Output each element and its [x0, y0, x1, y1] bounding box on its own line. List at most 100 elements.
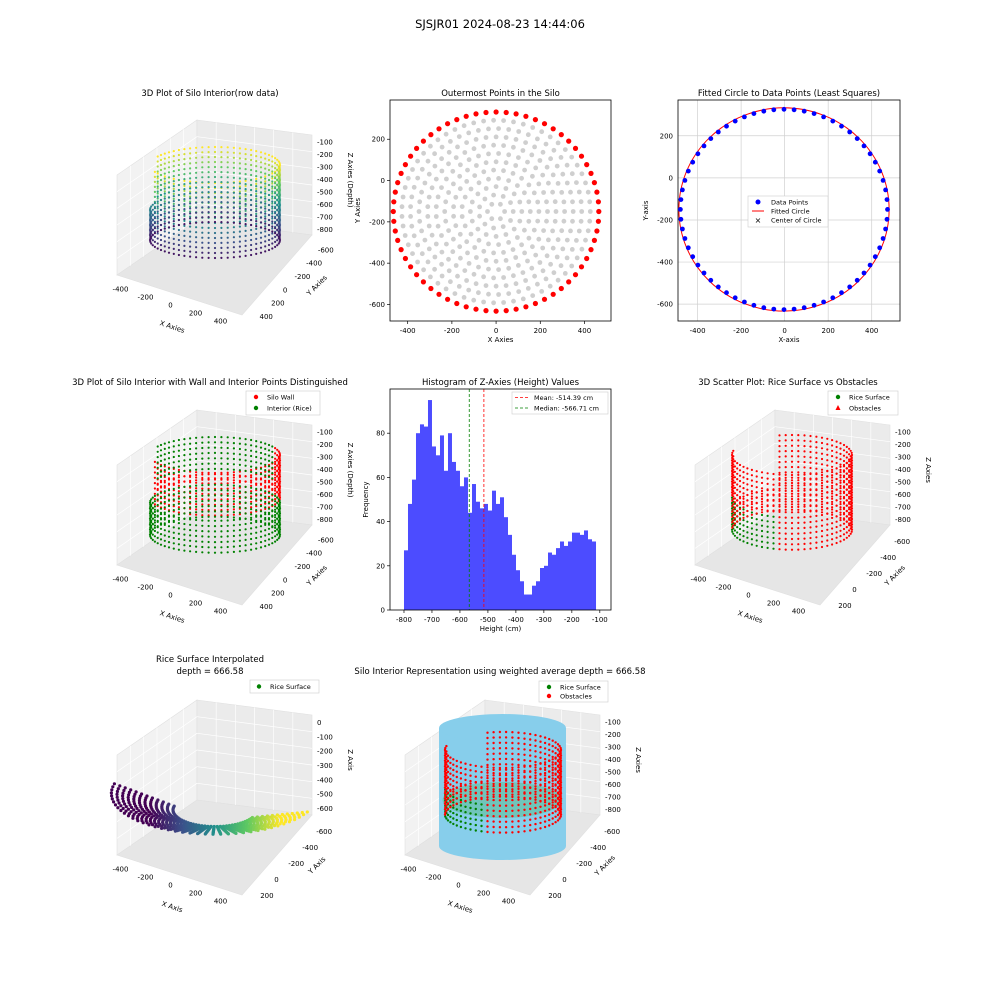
data-point — [183, 219, 186, 222]
data-point — [277, 165, 280, 168]
data-point — [554, 746, 557, 749]
data-point — [255, 503, 258, 506]
data-point — [201, 473, 204, 476]
y-tick-label: -200 — [288, 860, 304, 868]
data-point — [831, 481, 834, 484]
z-tick-label: -600 — [605, 781, 621, 789]
data-point — [278, 188, 282, 192]
data-point — [259, 441, 263, 444]
interior-point — [513, 281, 519, 287]
histogram-bar — [403, 550, 408, 610]
data-point — [839, 452, 842, 455]
data-point — [820, 487, 824, 490]
data-point — [529, 776, 532, 779]
data-point — [274, 473, 277, 476]
data-point — [207, 441, 210, 444]
data-point — [259, 166, 263, 169]
data-point — [474, 775, 477, 778]
data-point — [159, 238, 163, 242]
interior-point — [462, 194, 468, 200]
surface-point — [121, 791, 125, 795]
data-point — [244, 454, 247, 457]
data-point — [523, 775, 526, 778]
data-point — [201, 246, 204, 249]
interior-point — [543, 141, 549, 147]
data-point — [213, 145, 217, 149]
data-point — [750, 495, 754, 498]
data-point — [835, 520, 838, 523]
data-point — [835, 456, 838, 459]
data-point — [213, 446, 217, 449]
data-point — [486, 776, 489, 780]
data-point — [452, 768, 455, 772]
histogram-bar — [488, 510, 492, 610]
interior-point — [455, 273, 460, 279]
data-point — [163, 479, 166, 482]
interior-point — [439, 144, 445, 150]
data-point — [790, 548, 794, 551]
interior-point — [472, 173, 478, 179]
data-point — [276, 480, 279, 483]
data-point — [826, 528, 829, 531]
data-point — [548, 754, 551, 757]
data-point — [839, 447, 842, 450]
data-point — [183, 223, 186, 226]
interior-point — [459, 214, 465, 219]
data-point — [848, 479, 851, 482]
y-tick-label: 0 — [283, 286, 287, 294]
data-point — [250, 486, 253, 489]
interior-point — [469, 199, 475, 205]
data-point — [784, 444, 787, 447]
y-tick-label: 400 — [260, 603, 273, 611]
data-point — [746, 520, 749, 523]
data-point — [820, 441, 824, 445]
data-point — [159, 188, 163, 192]
data-point — [551, 785, 554, 788]
data-point — [189, 463, 192, 466]
data-point — [177, 474, 180, 477]
data-point — [167, 251, 171, 254]
data-point — [558, 817, 561, 820]
data-point — [278, 198, 282, 202]
data-point — [213, 478, 217, 481]
data-point — [207, 462, 210, 465]
data-point — [760, 545, 764, 549]
data-point — [831, 500, 834, 503]
histogram-bar — [524, 594, 528, 610]
data-point — [244, 528, 247, 531]
y-tick-label: 200 — [260, 892, 273, 900]
data-point — [238, 463, 241, 466]
data-point — [464, 816, 467, 819]
data-point — [778, 450, 781, 453]
data-point — [695, 151, 701, 157]
data-point — [736, 515, 739, 518]
data-point — [459, 809, 463, 812]
data-point — [803, 493, 806, 496]
data-point — [177, 238, 180, 242]
data-point — [492, 758, 495, 761]
data-point — [701, 143, 707, 149]
x-tick-label: -600 — [452, 616, 468, 624]
data-point — [183, 184, 186, 187]
data-point — [207, 451, 210, 455]
data-point — [746, 472, 749, 475]
data-point — [250, 158, 253, 162]
data-point — [724, 290, 729, 296]
interior-point — [560, 171, 566, 177]
data-point — [551, 766, 554, 769]
data-point — [148, 228, 152, 232]
data-point — [839, 511, 842, 514]
data-point — [255, 493, 258, 496]
data-point — [738, 533, 742, 536]
data-point — [826, 464, 829, 467]
data-point — [177, 460, 180, 463]
data-point — [232, 436, 235, 439]
data-point — [207, 211, 210, 214]
data-point — [255, 477, 258, 480]
data-point — [238, 485, 241, 488]
chart-panel-5: Histogram of Z-Axies (Height) Values-800… — [362, 378, 612, 633]
data-point — [486, 771, 489, 774]
interior-point — [402, 233, 408, 238]
data-point — [264, 458, 267, 461]
